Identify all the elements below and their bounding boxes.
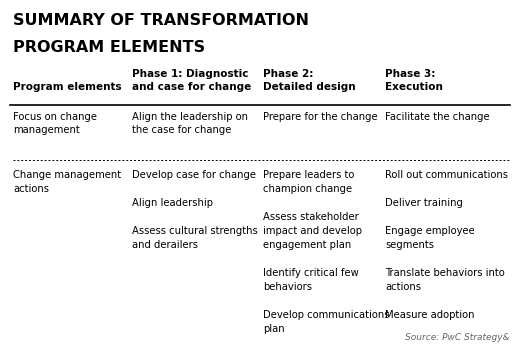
Text: Phase 1: Diagnostic
and case for change: Phase 1: Diagnostic and case for change bbox=[132, 69, 251, 92]
Text: Prepare for the change: Prepare for the change bbox=[263, 112, 378, 122]
Text: Roll out communications

Deliver training

Engage employee
segments

Translate b: Roll out communications Deliver training… bbox=[385, 170, 508, 320]
Text: PROGRAM ELEMENTS: PROGRAM ELEMENTS bbox=[13, 40, 205, 55]
Text: Phase 2:
Detailed design: Phase 2: Detailed design bbox=[263, 69, 356, 92]
Text: Program elements: Program elements bbox=[13, 82, 122, 92]
Text: Align the leadership on
the case for change: Align the leadership on the case for cha… bbox=[132, 112, 248, 135]
Text: Source: PwC Strategy&: Source: PwC Strategy& bbox=[406, 333, 510, 342]
Text: Focus on change
management: Focus on change management bbox=[13, 112, 97, 135]
Text: SUMMARY OF TRANSFORMATION: SUMMARY OF TRANSFORMATION bbox=[13, 13, 309, 28]
Text: Phase 3:
Execution: Phase 3: Execution bbox=[385, 69, 443, 92]
Text: Change management
actions: Change management actions bbox=[13, 170, 121, 194]
Text: Develop case for change

Align leadership

Assess cultural strengths
and deraile: Develop case for change Align leadership… bbox=[132, 170, 258, 250]
Text: Facilitate the change: Facilitate the change bbox=[385, 112, 490, 122]
Text: Prepare leaders to
champion change

Assess stakeholder
impact and develop
engage: Prepare leaders to champion change Asses… bbox=[263, 170, 389, 349]
